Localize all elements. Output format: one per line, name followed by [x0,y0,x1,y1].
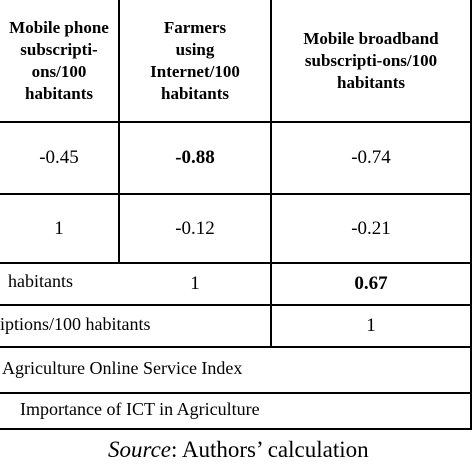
table-cell: -0.74 [351,147,391,168]
header-line: Mobile broadband [303,28,439,48]
row-label: Agriculture Online Service Index [2,358,243,378]
table-cell: -0.21 [351,217,391,239]
source-label: Source [108,437,172,462]
table-cell: -0.88 [175,147,215,168]
header-line: Internet/100 [150,61,240,81]
source-note: Source: Authors’ calculation [108,437,369,463]
header-line: habitants [160,83,230,103]
grid-line [0,262,472,264]
table-cell: 1 [54,217,64,239]
grid-line [0,304,472,306]
row-label: habitants [8,271,73,291]
header-farmers-internet: Farmers using Internet/100 habitants [120,0,270,121]
row-label: Importance of ICT in Agriculture [20,399,260,419]
header-mobile-broadband: Mobile broadband subscripti-ons/100 habi… [272,0,470,121]
grid-line [270,0,272,346]
source-text: : Authors’ calculation [171,437,369,462]
table-cell: -0.45 [39,147,79,168]
grid-line [0,121,472,123]
table-cell: 0.67 [354,273,388,294]
table-cell: 1 [366,315,376,336]
header-line: habitants [24,83,94,103]
table-cell: 1 [190,273,200,294]
header-line: subscripti-ons/100 [304,50,438,70]
header-line: habitants [336,72,406,92]
grid-line [118,0,120,262]
grid-line [470,0,472,428]
grid-line [0,193,472,195]
header-mobile-phone: Mobile phone subscripti- ons/100 habitan… [0,0,118,121]
header-line: Mobile phone [9,17,109,37]
table-cell: -0.12 [175,217,215,239]
row-label: riptions/100 habitants [0,314,151,334]
grid-line [0,392,472,394]
header-line: subscripti- [20,39,98,59]
grid-line [0,428,472,430]
grid-line [0,346,472,348]
header-line: Farmers [163,17,227,37]
header-line: using [175,39,215,59]
header-line: ons/100 [31,61,87,81]
